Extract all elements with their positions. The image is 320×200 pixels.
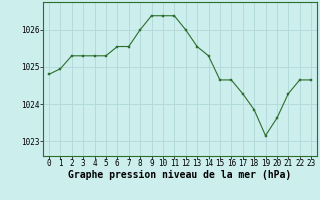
- X-axis label: Graphe pression niveau de la mer (hPa): Graphe pression niveau de la mer (hPa): [68, 170, 292, 180]
